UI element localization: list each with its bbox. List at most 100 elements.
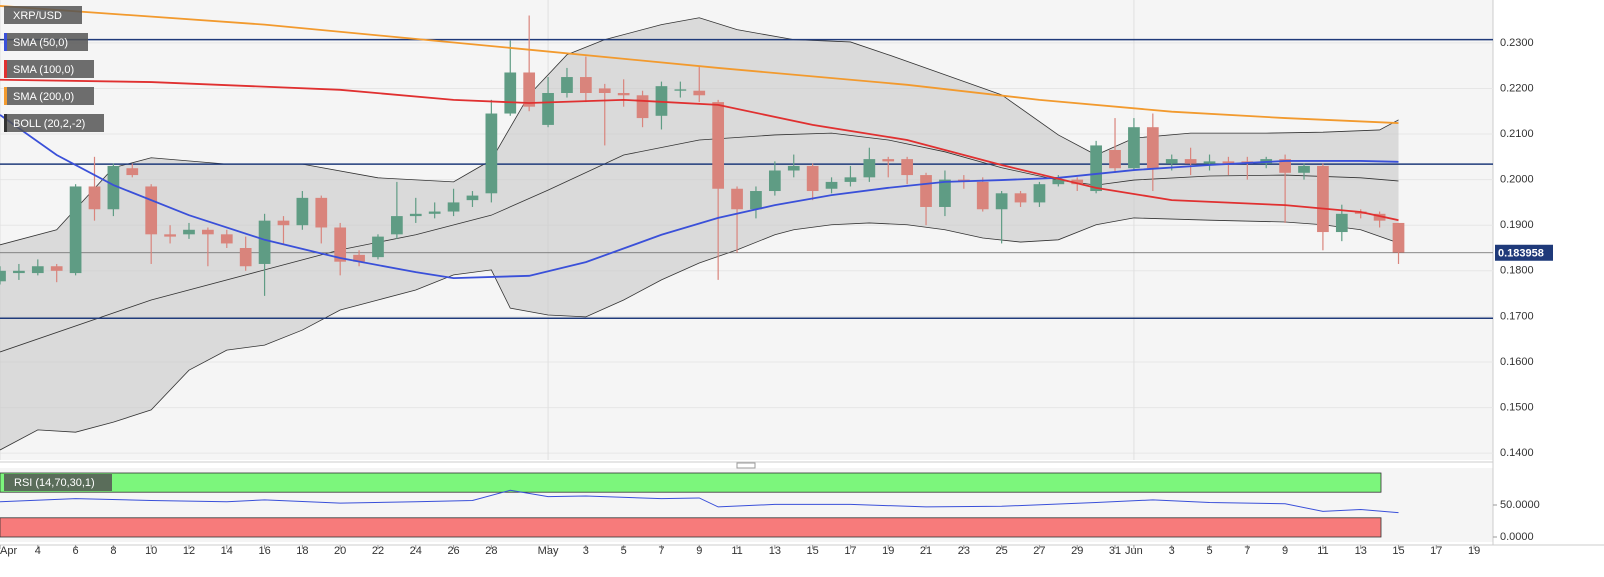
candle-body (145, 186, 158, 235)
overbought-zone (0, 472, 1382, 493)
legend-swatch[interactable] (4, 33, 7, 51)
legend-box[interactable] (4, 33, 88, 51)
legend-label[interactable]: XRP/USD (13, 10, 62, 22)
x-tick-label: 3 (583, 545, 589, 557)
candle-body (88, 186, 101, 210)
legend-label[interactable]: SMA (200,0) (13, 91, 74, 103)
legend-label[interactable]: SMA (50,0) (13, 37, 68, 49)
candle-body (1184, 159, 1197, 164)
candle-body (806, 165, 819, 192)
last-price-label: 0.183958 (1498, 248, 1544, 260)
legend: RSI (14,70,30,1) XRP/USD SMA (50,0) SMA (10… (4, 6, 112, 491)
x-tick-label: 19 (882, 545, 894, 557)
candle-body (882, 159, 895, 162)
candle-body (825, 181, 838, 189)
candle-body (561, 77, 573, 94)
candle-body (202, 229, 214, 235)
candle-body (13, 270, 25, 274)
candle-body (296, 197, 309, 226)
candle-body (1222, 161, 1235, 164)
x-tick-label: 17 (1430, 545, 1442, 557)
x-tick-label: 9 (696, 545, 702, 557)
x-tick-label: May (538, 545, 559, 557)
candle-body (1373, 213, 1386, 221)
y-tick-label: 0.1600 (1500, 356, 1534, 368)
candle-body (466, 195, 479, 201)
rsi-panel (0, 472, 1399, 538)
candle-body (939, 179, 951, 207)
candle-body (1335, 213, 1348, 233)
candle-body (183, 229, 195, 235)
candle-body (164, 234, 176, 237)
candle-body (447, 202, 460, 212)
y-tick-label: 0.1400 (1500, 447, 1534, 459)
x-tick-label: 24 (410, 545, 422, 557)
candle-body (485, 113, 498, 194)
candle-body (334, 227, 347, 262)
x-tick-label: 14 (221, 545, 233, 557)
candle-body (920, 175, 932, 207)
candle-body (0, 270, 6, 282)
legend-box[interactable] (4, 6, 82, 24)
candle-body (1298, 165, 1310, 173)
y-tick-label: 0.2100 (1500, 128, 1534, 140)
y-tick-label: 0.2300 (1500, 37, 1534, 49)
candle-body (598, 88, 611, 94)
legend-box[interactable] (4, 87, 94, 105)
candle-body (50, 266, 63, 271)
rsi-tick-label: 0.0000 (1500, 531, 1534, 543)
line (0, 114, 1399, 279)
candle-body (787, 165, 800, 171)
y-tick-label: 0.1800 (1500, 265, 1534, 277)
legend-label[interactable]: RSI (14,70,30,1) (14, 477, 95, 489)
x-tick-label: 4 (35, 545, 41, 557)
candle-body (1128, 127, 1140, 169)
candle-body (315, 197, 328, 228)
last-price-box (1495, 244, 1553, 261)
legend-swatch[interactable] (4, 60, 7, 78)
band-fill (0, 17, 1399, 450)
legend-box[interactable] (4, 114, 104, 132)
x-tick-label: 6 (73, 545, 79, 557)
candle-body (372, 236, 384, 258)
candle-body (693, 90, 706, 96)
x-tick-label: 5 (1206, 545, 1212, 557)
x-tick-label: 11 (731, 545, 742, 557)
x-tick-label: 22 (372, 545, 384, 557)
line (0, 5, 1399, 124)
legend-label[interactable]: SMA (100,0) (13, 64, 74, 76)
x-tick-label: 31 (1109, 545, 1121, 557)
x-tick-label: Jun (1125, 545, 1143, 557)
candle-body (1052, 179, 1065, 185)
y-tick-label: 0.1900 (1500, 219, 1534, 231)
legend-label[interactable]: BOLL (20,2,-2) (13, 118, 85, 130)
candle-body (1033, 184, 1046, 203)
plot (0, 0, 1493, 460)
legend-box[interactable] (4, 60, 94, 78)
legend-swatch[interactable] (4, 87, 7, 105)
candle-body (1279, 159, 1291, 173)
legend-swatch[interactable] (4, 114, 7, 132)
candle-body (239, 248, 252, 267)
x-tick-label: 17 (844, 545, 856, 557)
legend-box[interactable] (4, 474, 112, 491)
candle-body (995, 193, 1008, 210)
x-tick-label: 8 (110, 545, 116, 557)
line (0, 217, 1399, 451)
x-tick-label: 11 (1317, 545, 1328, 557)
candle-body (409, 213, 422, 217)
candle-body (1165, 159, 1178, 164)
candle-body (1109, 149, 1121, 169)
x-tick-label: 29 (1071, 545, 1083, 557)
x-tick-label: 28 (485, 545, 497, 557)
splitter-handle[interactable] (736, 462, 756, 469)
x-tick-label: 15 (1392, 545, 1404, 557)
x-tick-label: Apr (0, 545, 17, 557)
candle-body (901, 159, 913, 176)
candle-body (523, 72, 536, 107)
x-tick-label: 9 (1282, 545, 1288, 557)
x-tick-label: 3 (1169, 545, 1175, 557)
candle-body (844, 177, 857, 182)
candle-body (107, 165, 120, 210)
candle-body (277, 220, 290, 226)
